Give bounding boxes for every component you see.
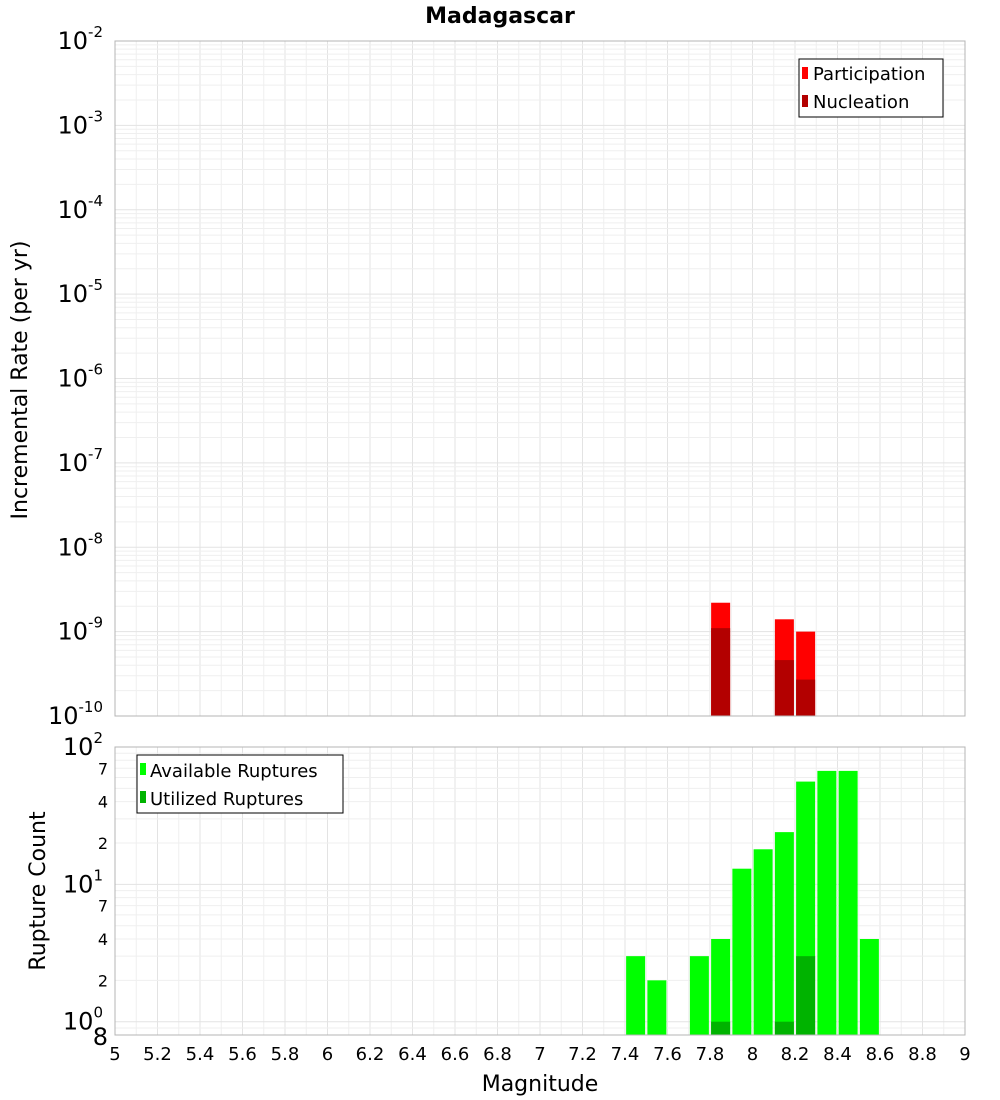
x-tick-label: 5.4 xyxy=(186,1044,215,1065)
utilized-ruptures-bar xyxy=(774,1021,794,1035)
available-ruptures-bar xyxy=(838,770,858,1035)
y-tick-label: 4 xyxy=(98,793,108,812)
top-plot-bars xyxy=(711,602,816,716)
x-tick-label: 8.8 xyxy=(908,1044,937,1065)
bottom-plot-frame xyxy=(114,746,966,1036)
y-tick-label: 102 xyxy=(63,729,103,761)
x-tick-label: 6.4 xyxy=(398,1044,427,1065)
y-tick-label: 10-6 xyxy=(57,361,103,393)
top-legend: Participation Nucleation xyxy=(798,58,944,118)
top-y-axis-label: Incremental Rate (per yr) xyxy=(8,241,33,520)
x-tick-label: 7.6 xyxy=(653,1044,682,1065)
x-axis-label: Magnitude xyxy=(482,1072,599,1097)
legend-label-participation: Participation xyxy=(813,64,925,85)
y-tick-label: 101 xyxy=(63,866,103,898)
available-ruptures-bar xyxy=(626,956,646,1035)
x-tick-label: 7 xyxy=(534,1044,545,1065)
available-ruptures-bar xyxy=(817,770,837,1035)
x-tick-label: 8.4 xyxy=(823,1044,852,1065)
top-plot-frame xyxy=(114,40,966,717)
y-tick-label: 100 xyxy=(63,1004,103,1036)
legend-swatch-available xyxy=(140,763,146,775)
legend-label-available: Available Ruptures xyxy=(150,761,318,782)
x-tick-label: 7.2 xyxy=(568,1044,597,1065)
x-tick-label: 9 xyxy=(959,1044,970,1065)
nucleation-bar xyxy=(711,628,731,716)
top-y-tick-labels: 10-10 10-9 10-8 10-7 10-6 10-5 10-4 10-3 10-2 xyxy=(48,23,103,730)
y-tick-label: 10-3 xyxy=(57,107,103,139)
legend-swatch-utilized xyxy=(140,791,146,803)
legend-swatch-nucleation xyxy=(802,95,808,107)
x-tick-label: 5.6 xyxy=(228,1044,257,1065)
y-tick-label: 10-10 xyxy=(48,698,103,730)
available-ruptures-bar xyxy=(689,956,709,1035)
top-plot-grid xyxy=(114,41,966,717)
bottom-legend-box xyxy=(136,754,344,814)
y-tick-label: 2 xyxy=(98,971,108,990)
x-tick-label: 8.6 xyxy=(866,1044,895,1065)
bottom-y-tick-labels: 2 4 7 2 4 7 100 101 102 8 xyxy=(63,729,108,1051)
legend-label-nucleation: Nucleation xyxy=(813,92,909,113)
bottom-plot: 2 4 7 2 4 7 100 101 102 8 5 5.2 5.4 5.6 5.8 6 6.2 6.4 6.6… xyxy=(26,729,971,1097)
nucleation-bar xyxy=(774,660,794,716)
x-tick-label: 5 xyxy=(109,1044,120,1065)
x-tick-label: 7.8 xyxy=(696,1044,725,1065)
x-tick-label: 6.6 xyxy=(441,1044,470,1065)
x-tick-label: 5.2 xyxy=(143,1044,172,1065)
x-tick-label: 6 xyxy=(322,1044,333,1065)
y-tick-label: 10-4 xyxy=(57,192,103,224)
x-tick-label: 8 xyxy=(747,1044,758,1065)
x-tick-label: 6.8 xyxy=(483,1044,512,1065)
chart-title: Madagascar xyxy=(425,4,575,29)
y-tick-label: 8 xyxy=(93,1023,108,1051)
utilized-ruptures-bar xyxy=(796,956,816,1035)
x-tick-label: 8.2 xyxy=(781,1044,810,1065)
available-ruptures-bar xyxy=(774,832,794,1035)
available-ruptures-bar xyxy=(732,868,752,1035)
bottom-plot-bars xyxy=(626,770,879,1035)
bottom-y-axis-label: Rupture Count xyxy=(26,811,51,971)
y-tick-label: 2 xyxy=(98,834,108,853)
legend-label-utilized: Utilized Ruptures xyxy=(150,789,303,810)
x-tick-label: 6.2 xyxy=(356,1044,385,1065)
top-legend-box xyxy=(798,58,944,118)
utilized-ruptures-bar xyxy=(711,1021,731,1035)
y-tick-label: 10-8 xyxy=(57,529,103,561)
y-tick-label: 7 xyxy=(98,759,108,778)
y-tick-label: 10-5 xyxy=(57,276,103,308)
x-tick-label: 5.8 xyxy=(271,1044,300,1065)
y-tick-label: 10-2 xyxy=(57,23,103,55)
top-plot: 10-10 10-9 10-8 10-7 10-6 10-5 10-4 10-3 10-2 In… xyxy=(8,23,966,730)
bottom-legend: Available Ruptures Utilized Ruptures xyxy=(136,754,344,814)
x-tick-labels: 5 5.2 5.4 5.6 5.8 6 6.2 6.4 6.6 6.8 7 7.2 7.4 7.6 7.8 8… xyxy=(109,1044,970,1065)
legend-swatch-participation xyxy=(802,67,808,79)
y-tick-label: 10-7 xyxy=(57,445,103,477)
y-tick-label: 4 xyxy=(98,930,108,949)
x-tick-label: 7.4 xyxy=(611,1044,640,1065)
y-tick-label: 7 xyxy=(98,897,108,916)
nucleation-bar xyxy=(796,679,816,716)
available-ruptures-bar xyxy=(753,849,773,1035)
available-ruptures-bar xyxy=(711,939,731,1035)
available-ruptures-bar xyxy=(647,980,667,1035)
available-ruptures-bar xyxy=(859,939,879,1035)
y-tick-label: 10-9 xyxy=(57,614,103,646)
